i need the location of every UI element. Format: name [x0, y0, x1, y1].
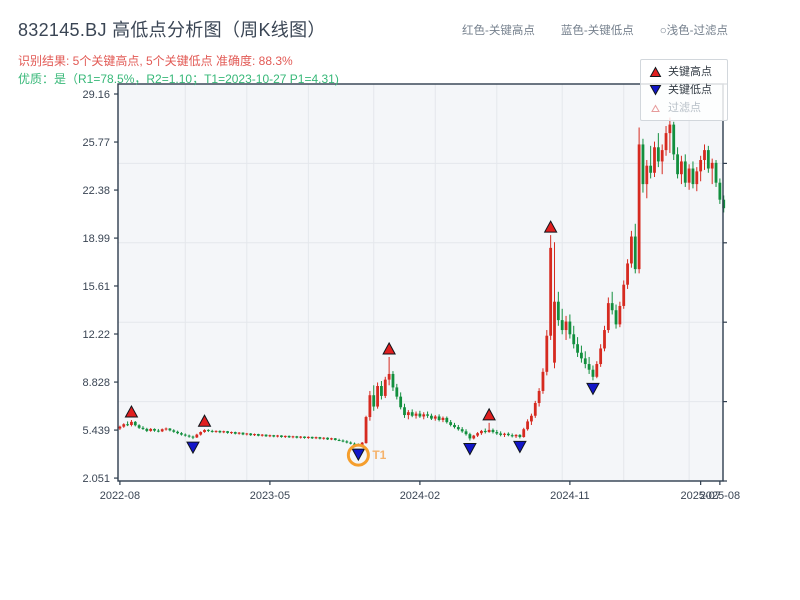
legend-label: 关键高点: [668, 65, 712, 78]
svg-text:2022-08: 2022-08: [100, 490, 140, 502]
svg-text:12.22: 12.22: [82, 329, 110, 341]
blue-down-triangle-icon: [649, 85, 662, 96]
svg-text:18.99: 18.99: [82, 233, 110, 245]
color-key-low: 蓝色-关键低点: [560, 25, 634, 37]
svg-text:8.828: 8.828: [82, 377, 110, 389]
svg-text:2023-05: 2023-05: [250, 490, 290, 502]
svg-text:29.16: 29.16: [82, 89, 110, 101]
chart-legend: 关键高点 关键低点 过滤点: [640, 59, 728, 121]
legend-item-key-low: 关键低点: [649, 84, 727, 96]
svg-text:2024-11: 2024-11: [550, 490, 590, 502]
color-key-filter: ○浅色-过滤点: [659, 25, 728, 37]
legend-label: 关键低点: [668, 83, 712, 96]
svg-text:2.051: 2.051: [82, 473, 110, 485]
quality-line: 优质：是（R1=78.5%，R2=1.10；T1=2023-10-27 P1=4…: [18, 72, 339, 86]
page-title: 832145.BJ 高低点分析图（周K线图）: [18, 20, 326, 40]
svg-text:25.77: 25.77: [82, 137, 110, 149]
legend-item-key-high: 关键高点: [649, 66, 727, 78]
svg-text:2025-08: 2025-08: [700, 490, 740, 502]
recognition-result: 识别结果: 5个关键高点, 5个关键低点 准确度: 88.3%: [18, 54, 293, 68]
svg-text:2024-02: 2024-02: [400, 490, 440, 502]
svg-text:5.439: 5.439: [82, 425, 110, 437]
legend-label: 过滤点: [668, 101, 701, 114]
svg-text:22.38: 22.38: [82, 185, 110, 197]
color-key: 红色-关键高点 蓝色-关键低点 ○浅色-过滤点: [462, 22, 728, 38]
svg-text:15.61: 15.61: [82, 281, 110, 293]
hollow-triangle-icon: [651, 104, 660, 112]
svg-text:T1: T1: [372, 448, 386, 462]
color-key-high: 红色-关键高点: [462, 25, 535, 37]
legend-item-filtered: 过滤点: [649, 102, 727, 114]
red-up-triangle-icon: [649, 66, 662, 77]
svg-text:2025-07: 2025-07: [680, 490, 720, 502]
